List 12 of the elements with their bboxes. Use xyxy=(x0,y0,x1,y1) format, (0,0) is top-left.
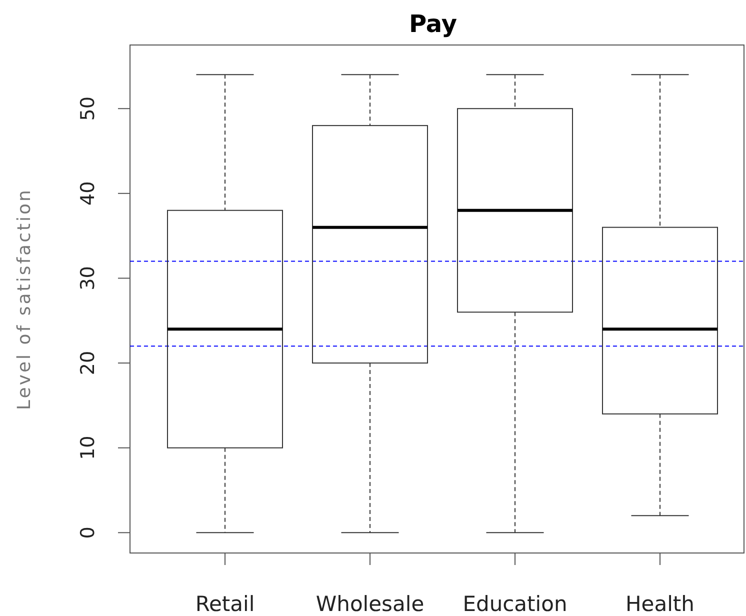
y-tick-label: 0 xyxy=(77,526,99,539)
y-tick-label: 30 xyxy=(77,266,99,290)
x-tick-label: Wholesale xyxy=(316,592,424,616)
y-tick-label: 50 xyxy=(77,96,99,121)
x-tick-label: Retail xyxy=(195,592,255,616)
chart-title: Pay xyxy=(408,10,458,38)
x-tick-label: Education xyxy=(462,592,568,616)
y-axis-title: Level of satisfaction xyxy=(14,188,35,410)
y-tick-label: 20 xyxy=(77,350,99,376)
x-tick-label: Health xyxy=(626,592,694,616)
y-tick-label: 40 xyxy=(77,181,99,206)
y-tick-label: 10 xyxy=(77,436,99,460)
